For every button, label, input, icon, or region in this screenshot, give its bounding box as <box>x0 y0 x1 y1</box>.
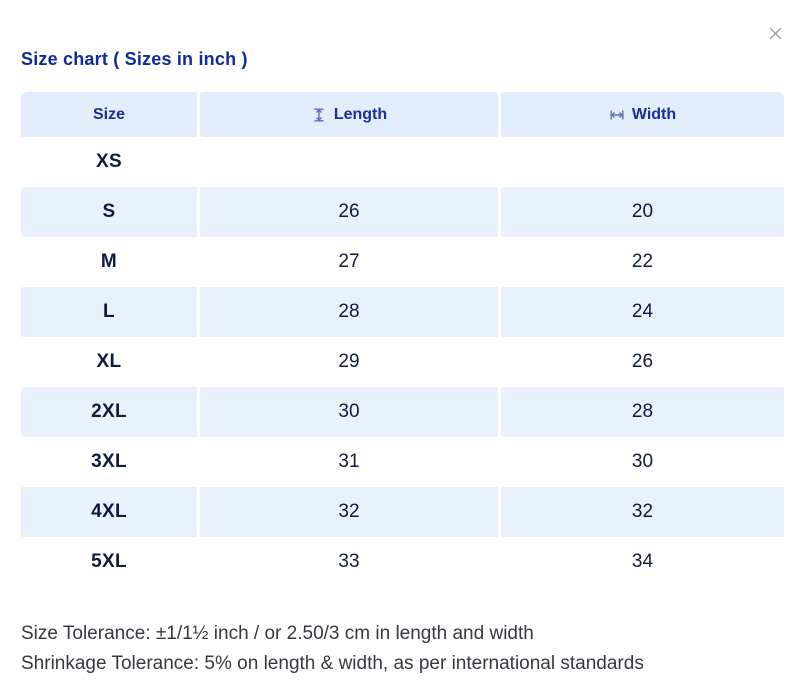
cell-width: 32 <box>501 487 784 537</box>
tolerance-notes: Size Tolerance: ±1/1½ inch / or 2.50/3 c… <box>21 619 644 679</box>
length-measure-icon <box>311 107 327 123</box>
cell-size: 2XL <box>21 387 197 437</box>
cell-size: L <box>21 287 197 337</box>
shrinkage-tolerance-note: Shrinkage Tolerance: 5% on length & widt… <box>21 653 644 674</box>
column-header-width-label: Width <box>631 105 677 123</box>
width-measure-icon <box>609 107 625 123</box>
cell-width: 28 <box>501 387 784 437</box>
cell-length: 32 <box>200 487 498 537</box>
column-header-length: Length <box>200 92 498 137</box>
size-chart-title: Size chart ( Sizes in inch ) <box>21 49 248 69</box>
cell-width <box>501 137 784 187</box>
table-body: XS S 26 20 M 27 22 L 28 24 XL 29 26 2XL 30 28 3XL 31 30 4XL… <box>21 137 784 587</box>
table-row: 2XL 30 28 <box>21 387 784 437</box>
cell-width: 26 <box>501 337 784 387</box>
column-header-length-label: Length <box>333 105 388 123</box>
size-chart-table: Size Length <box>21 92 784 587</box>
cell-length: 27 <box>200 237 498 287</box>
cell-width: 22 <box>501 237 784 287</box>
table-row: 4XL 32 32 <box>21 487 784 537</box>
cell-length: 33 <box>200 537 498 587</box>
cell-width: 24 <box>501 287 784 337</box>
cell-length: 29 <box>200 337 498 387</box>
close-x-icon <box>768 26 783 41</box>
table-row: 5XL 33 34 <box>21 537 784 587</box>
cell-width: 20 <box>501 187 784 237</box>
cell-size: XL <box>21 337 197 387</box>
close-button[interactable] <box>764 22 786 44</box>
cell-size: 3XL <box>21 437 197 487</box>
size-tolerance-note: Size Tolerance: ±1/1½ inch / or 2.50/3 c… <box>21 623 534 644</box>
cell-size: S <box>21 187 197 237</box>
table-row: 3XL 31 30 <box>21 437 784 487</box>
cell-size: M <box>21 237 197 287</box>
column-header-width: Width <box>501 92 784 137</box>
table-header-row: Size Length <box>21 92 784 137</box>
cell-width: 30 <box>501 437 784 487</box>
cell-length: 30 <box>200 387 498 437</box>
table-row: XL 29 26 <box>21 337 784 387</box>
table-row: XS <box>21 137 784 187</box>
cell-size: XS <box>21 137 197 187</box>
cell-width: 34 <box>501 537 784 587</box>
column-header-size: Size <box>21 92 197 137</box>
cell-length <box>200 137 498 187</box>
table-row: L 28 24 <box>21 287 784 337</box>
cell-size: 5XL <box>21 537 197 587</box>
column-header-size-label: Size <box>92 105 125 123</box>
table-row: M 27 22 <box>21 237 784 287</box>
cell-length: 26 <box>200 187 498 237</box>
cell-length: 28 <box>200 287 498 337</box>
cell-size: 4XL <box>21 487 197 537</box>
table-row: S 26 20 <box>21 187 784 237</box>
cell-length: 31 <box>200 437 498 487</box>
